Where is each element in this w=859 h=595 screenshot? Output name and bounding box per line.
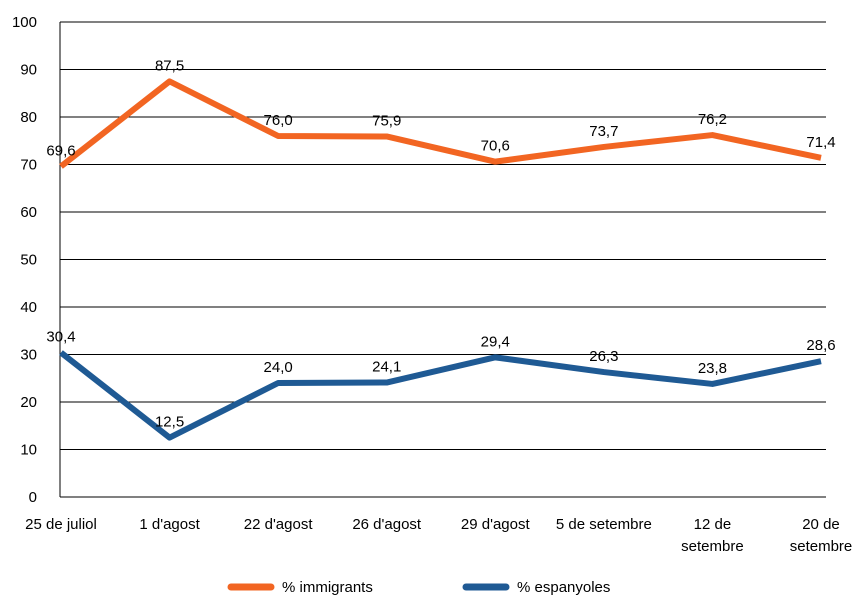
data-label: 12,5	[155, 414, 184, 431]
data-label: 75,9	[372, 112, 401, 129]
data-label: 76,0	[264, 112, 293, 129]
data-label: 29,4	[481, 333, 510, 350]
data-labels: 69,6 87,5 76,0 75,9 70,6 73,7 76,2 71,4 30,4 12,5…	[46, 57, 835, 430]
data-label: 73,7	[589, 123, 618, 140]
x-tick-label: 12 de setembre	[681, 516, 744, 555]
y-tick-label: 40	[20, 299, 37, 316]
data-label: 76,2	[698, 111, 727, 128]
legend: % immigrants % espanyoles	[227, 579, 610, 595]
data-label: 69,6	[46, 142, 75, 159]
y-tick-label: 30	[20, 347, 37, 364]
x-tick-label: 22 d'agost	[244, 516, 314, 533]
y-tick-label: 10	[20, 442, 37, 459]
y-tick-label: 0	[29, 489, 37, 506]
x-tick-label: 5 de setembre	[556, 516, 652, 533]
data-label: 24,1	[372, 359, 401, 376]
data-label: 30,4	[46, 329, 75, 346]
y-tick-label: 80	[20, 109, 37, 126]
x-tick-label: 26 d'agost	[352, 516, 422, 533]
x-tick-label: 25 de juliol	[25, 516, 97, 533]
y-tick-label: 50	[20, 252, 37, 269]
data-label: 70,6	[481, 138, 510, 155]
data-label: 23,8	[698, 360, 727, 377]
data-label: 71,4	[806, 134, 835, 151]
series-line-1	[59, 350, 822, 441]
x-axis-ticks: 25 de juliol 1 d'agost 22 d'agost 26 d'agos…	[25, 516, 852, 555]
gridlines	[59, 21, 826, 498]
y-tick-label: 90	[20, 62, 37, 79]
y-tick-label: 70	[20, 157, 37, 174]
y-tick-label: 20	[20, 394, 37, 411]
y-tick-label: 100	[12, 14, 37, 31]
data-label: 28,6	[806, 337, 835, 354]
legend-label-0: % immigrants	[282, 579, 373, 595]
y-axis-ticks: 0 10 20 30 40 50 60 70 80 90 100	[12, 14, 37, 506]
data-label: 26,3	[589, 348, 618, 365]
data-label: 87,5	[155, 57, 184, 74]
series-line-0	[59, 78, 822, 169]
x-tick-label: 1 d'agost	[139, 516, 200, 533]
legend-label-1: % espanyoles	[517, 579, 610, 595]
x-tick-label: 20 de setembre	[790, 516, 853, 555]
data-label: 24,0	[264, 359, 293, 376]
x-tick-label: 29 d'agost	[461, 516, 531, 533]
series-lines	[59, 78, 822, 441]
y-tick-label: 60	[20, 204, 37, 221]
